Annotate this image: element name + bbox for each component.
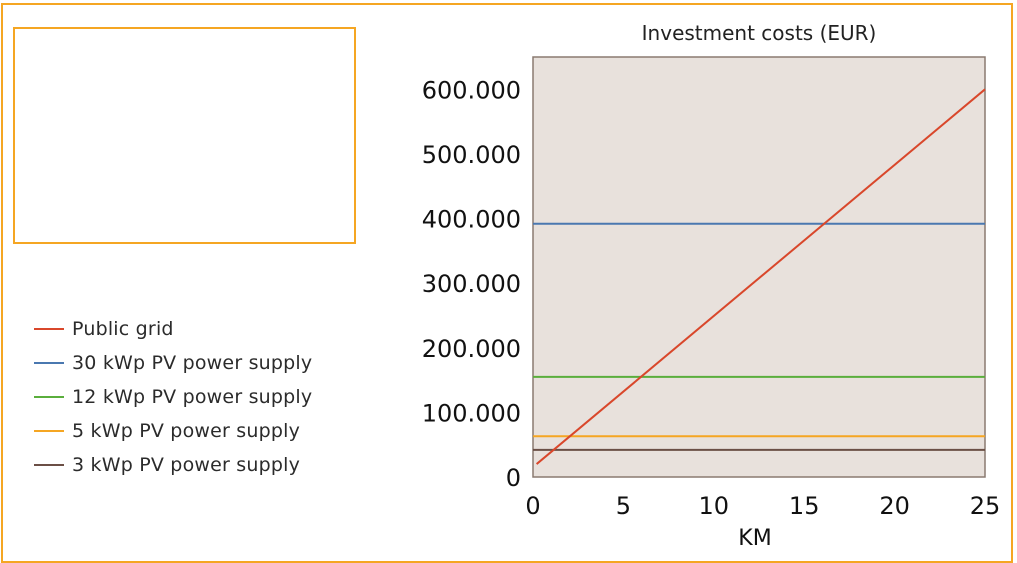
plot-area xyxy=(532,56,986,478)
legend: Public grid 30 kWp PV power supply 12 kWp … xyxy=(34,312,312,482)
y-tick-label: 300.000 xyxy=(422,270,521,298)
legend-item: 30 kWp PV power supply xyxy=(34,346,312,380)
legend-swatch xyxy=(34,464,64,466)
legend-swatch xyxy=(34,396,64,398)
x-tick-label: 5 xyxy=(616,492,631,520)
x-tick-label: 0 xyxy=(525,492,540,520)
empty-panel xyxy=(13,27,356,244)
series-line-0 xyxy=(535,88,986,465)
legend-swatch xyxy=(34,328,64,330)
legend-swatch xyxy=(34,362,64,364)
legend-label: Public grid xyxy=(72,318,174,340)
legend-label: 5 kWp PV power supply xyxy=(72,420,301,442)
legend-label: 30 kWp PV power supply xyxy=(72,352,313,374)
chart-title: Investment costs (EUR) xyxy=(642,21,877,45)
y-tick-label: 600.000 xyxy=(422,76,521,104)
legend-item: 5 kWp PV power supply xyxy=(34,414,312,448)
y-tick-label: 100.000 xyxy=(422,399,521,427)
axis-ticks: 0 100.000 200.000 300.000 400.000 500.000 600.… xyxy=(422,76,1001,520)
legend-item: 12 kWp PV power supply xyxy=(34,380,312,414)
x-tick-label: 25 xyxy=(970,492,1001,520)
y-tick-label: 500.000 xyxy=(422,141,521,169)
x-tick-label: 10 xyxy=(699,492,730,520)
series-lines xyxy=(533,88,986,465)
legend-label: 12 kWp PV power supply xyxy=(72,386,313,408)
x-tick-label: 20 xyxy=(879,492,910,520)
legend-swatch xyxy=(34,430,64,432)
y-tick-label: 200.000 xyxy=(422,335,521,363)
legend-label: 3 kWp PV power supply xyxy=(72,454,301,476)
legend-item: 3 kWp PV power supply xyxy=(34,448,312,482)
y-tick-label: 0 xyxy=(506,464,521,492)
x-tick-label: 15 xyxy=(789,492,820,520)
x-axis-label: KM xyxy=(738,526,771,551)
legend-item: Public grid xyxy=(34,312,312,346)
y-tick-label: 400.000 xyxy=(422,206,521,234)
